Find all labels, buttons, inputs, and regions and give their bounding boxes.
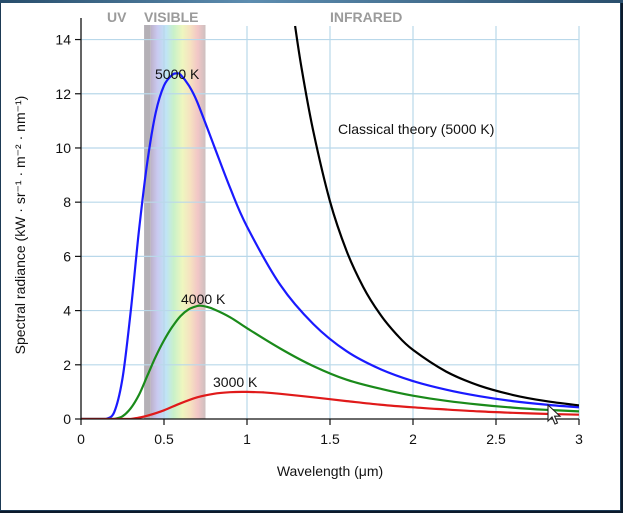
x-tick-label: 0.5: [154, 431, 174, 447]
label-classical-theory: Classical theory (5000 K): [338, 121, 494, 137]
series-line-4000-k: [81, 304, 579, 419]
window-top-edge: [0, 0, 623, 3]
y-axis-title: Spectral radiance (kW · sr⁻¹ · m⁻² · nm⁻…: [12, 96, 28, 355]
series-line-classical-theory-5000-k: [294, 25, 579, 407]
y-tick-label: 12: [55, 86, 71, 102]
x-axis-title: Wavelength (μm): [277, 463, 383, 479]
y-tick-label: 4: [63, 303, 71, 319]
band-label-visible: VISIBLE: [144, 9, 198, 25]
x-tick-label: 0: [77, 431, 85, 447]
series-line-3000-k: [81, 390, 579, 419]
x-tick-label: 1: [243, 431, 251, 447]
y-tick-label: 2: [63, 357, 71, 373]
uv-band: [144, 25, 151, 419]
y-tick-label: 10: [55, 140, 71, 156]
label-4000k: 4000 K: [181, 291, 226, 307]
y-tick-label: 6: [63, 248, 71, 264]
mouse-pointer-icon: [547, 404, 562, 425]
band-label-infrared: INFRARED: [330, 9, 402, 25]
visible-band: [150, 25, 206, 419]
x-tick-label: 1.5: [320, 431, 340, 447]
y-tick-label: 8: [63, 194, 71, 210]
label-3000k: 3000 K: [213, 374, 258, 390]
label-5000k: 5000 K: [155, 66, 200, 82]
band-label-uv: UV: [107, 9, 127, 25]
x-tick-label: 2: [409, 431, 417, 447]
x-tick-label: 3: [575, 431, 583, 447]
series-line-5000-k: [81, 72, 579, 419]
y-tick-label: 0: [63, 411, 71, 427]
x-tick-label: 2.5: [486, 431, 506, 447]
y-tick-label: 14: [55, 32, 71, 48]
